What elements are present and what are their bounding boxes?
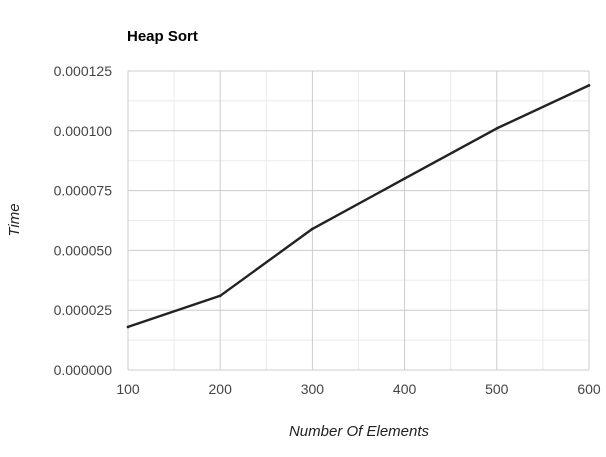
minor-grid xyxy=(128,71,589,370)
data-point xyxy=(403,177,406,180)
y-tick-label: 0.000000 xyxy=(54,362,113,378)
data-point xyxy=(218,294,222,298)
x-tick-label: 600 xyxy=(577,381,601,397)
x-tick-label: 200 xyxy=(209,381,233,397)
series-line xyxy=(126,84,591,329)
series-layer xyxy=(126,84,591,329)
y-tick-label: 0.000075 xyxy=(54,183,113,199)
y-tick-label: 0.000100 xyxy=(54,123,113,139)
tick-labels: 100 200 300 400 500 600 0.000000 0.000025 0.0000… xyxy=(54,63,601,397)
x-tick-label: 500 xyxy=(485,381,509,397)
data-point xyxy=(495,127,499,130)
y-axis-title: Time xyxy=(6,203,23,236)
x-tick-label: 400 xyxy=(393,381,417,397)
chart-title: Heap Sort xyxy=(127,28,198,45)
y-tick-label: 0.000050 xyxy=(54,242,113,258)
x-axis-title: Number Of Elements xyxy=(289,423,430,440)
x-tick-label: 100 xyxy=(116,381,140,397)
data-point xyxy=(587,84,591,87)
y-tick-label: 0.000125 xyxy=(54,63,113,79)
data-point xyxy=(126,325,130,329)
y-tick-label: 0.000025 xyxy=(54,302,113,318)
major-grid xyxy=(127,70,590,371)
x-tick-label: 300 xyxy=(301,381,325,397)
data-point xyxy=(311,227,314,231)
